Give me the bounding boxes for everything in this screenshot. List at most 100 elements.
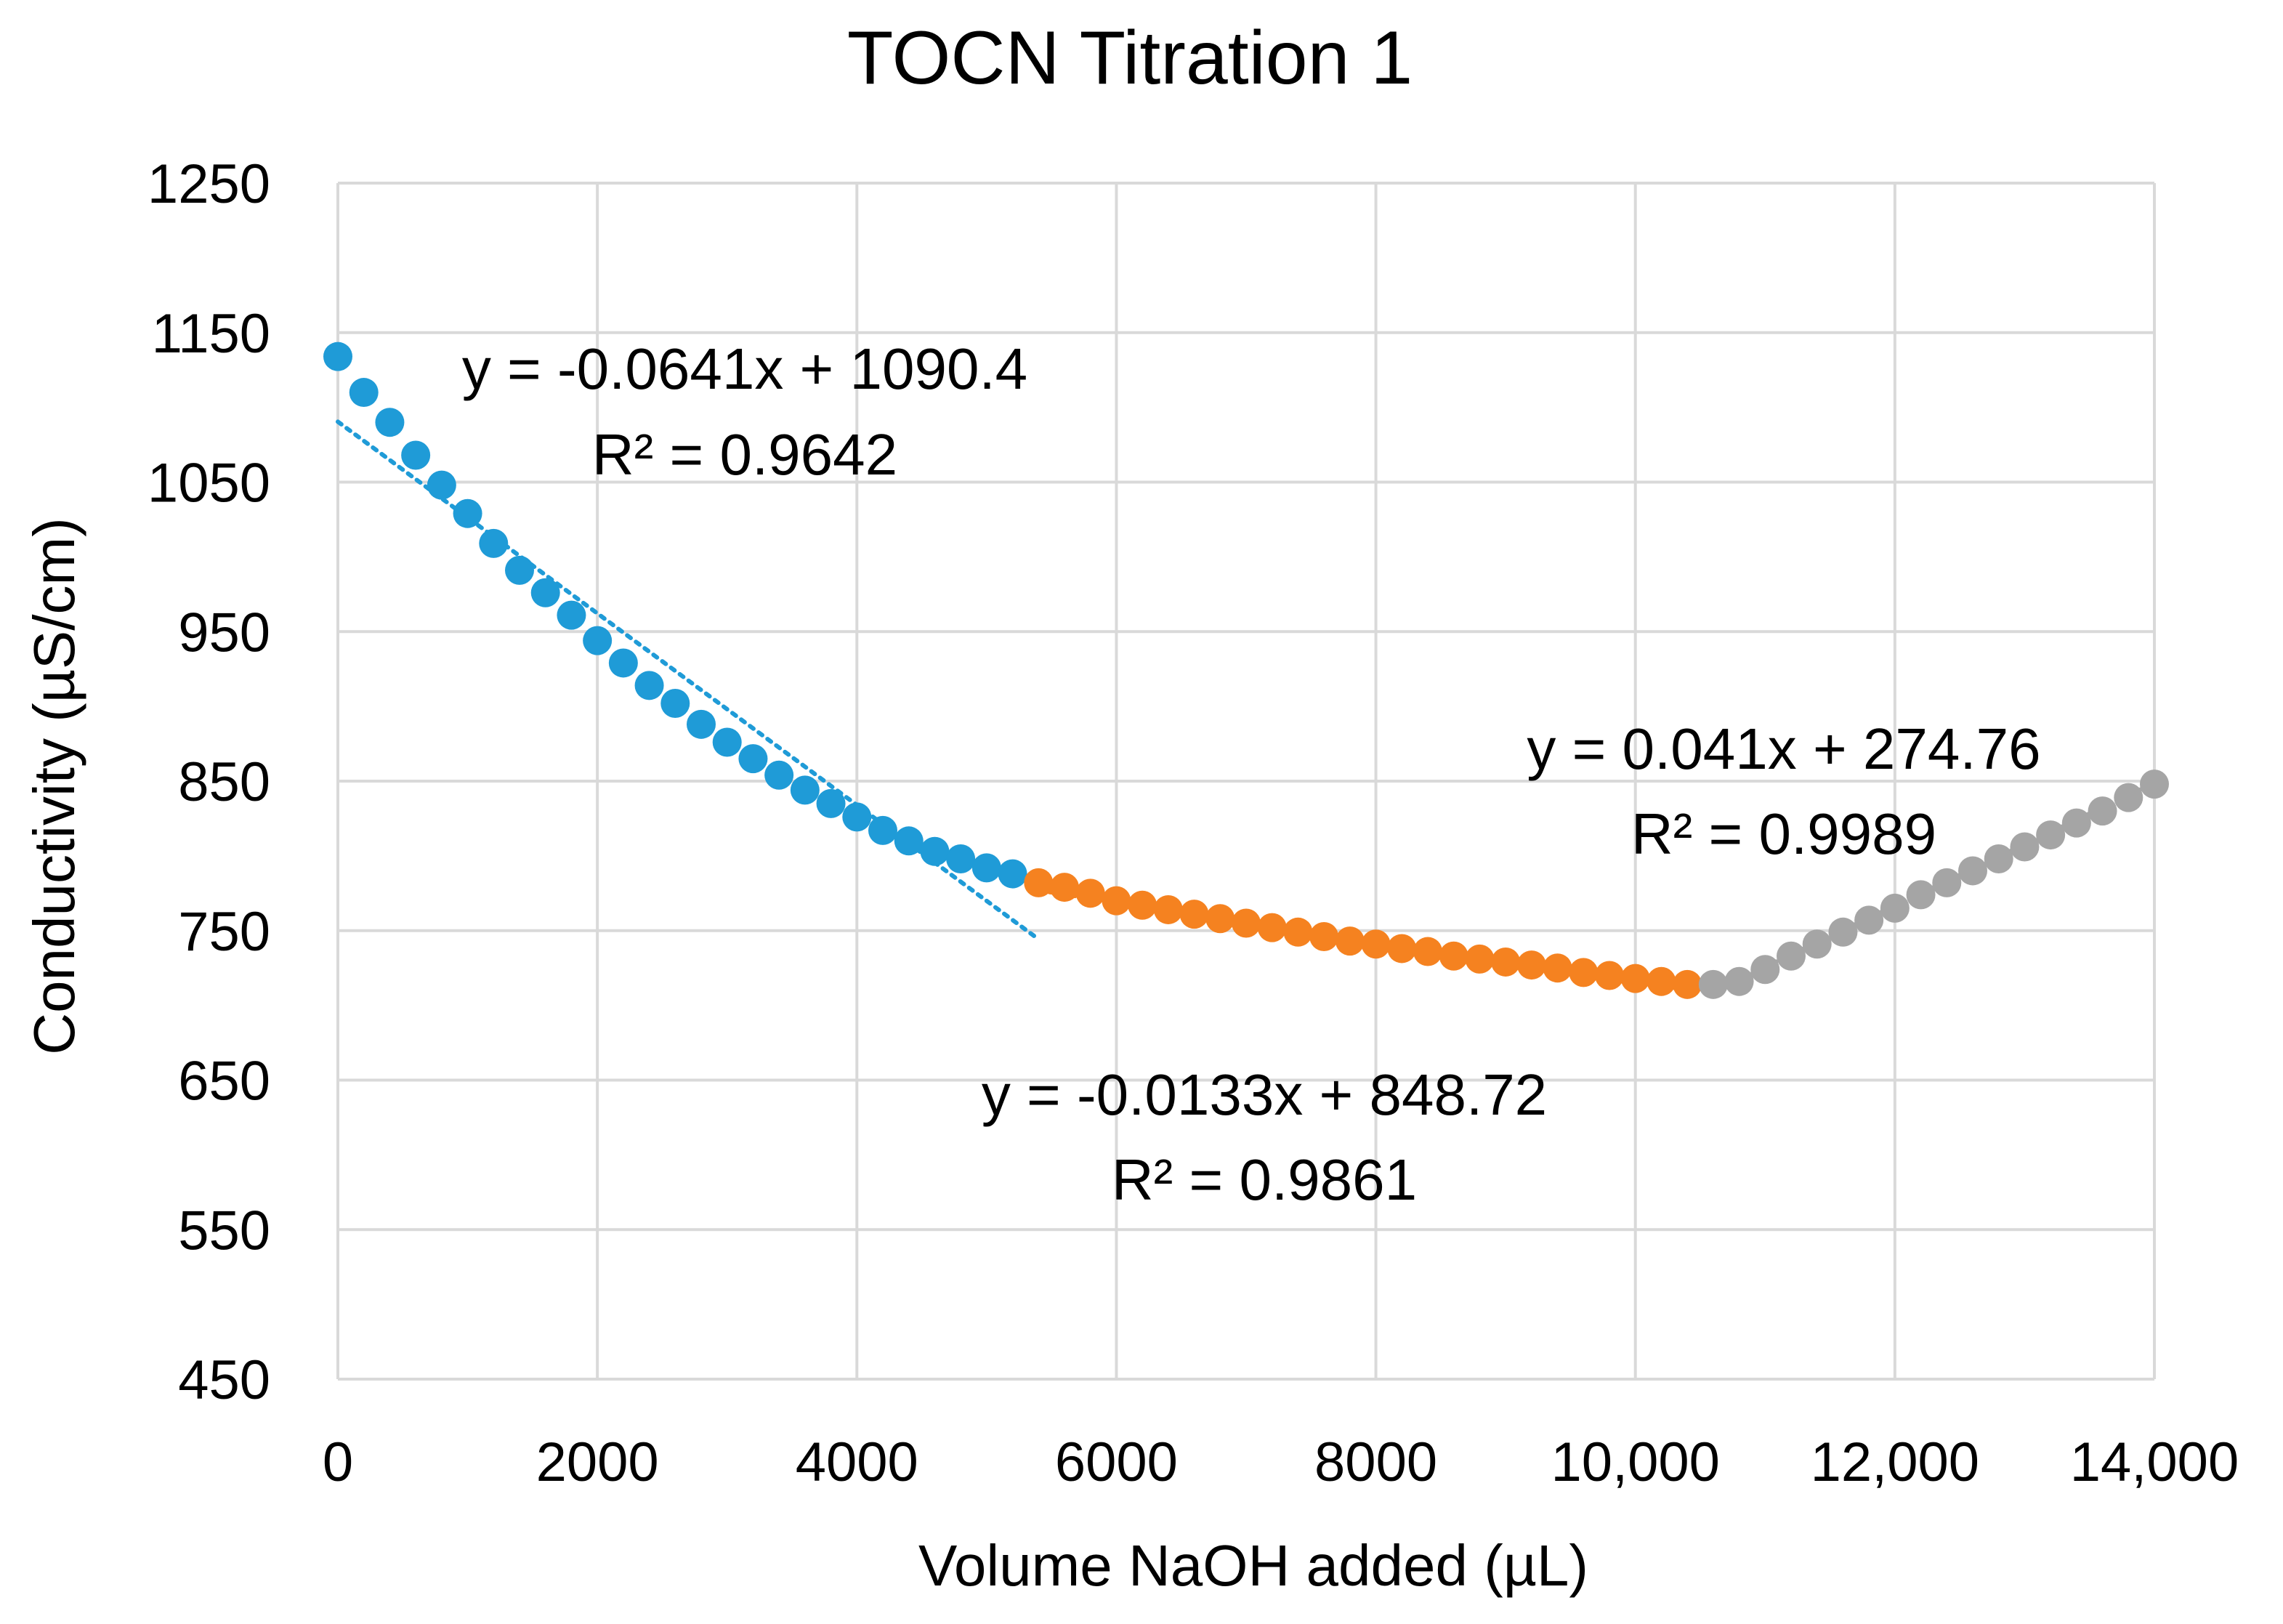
- series-3-point: [1958, 856, 1987, 886]
- series-1-point: [868, 815, 897, 845]
- x-tick-label: 12,000: [1811, 1431, 1979, 1493]
- series-2-point: [1569, 958, 1599, 987]
- trendline-2-equation: y = -0.0133x + 848.72: [982, 1062, 1547, 1127]
- series-1-point: [920, 836, 950, 866]
- y-tick-label: 650: [178, 1051, 270, 1112]
- series-3-point: [1698, 969, 1728, 999]
- series-1-point: [375, 408, 405, 437]
- x-tick-label: 4000: [796, 1431, 918, 1493]
- series-1-point: [427, 470, 456, 500]
- series-2-point: [1153, 894, 1183, 924]
- series-3-point: [2036, 820, 2066, 850]
- series-3-point: [1906, 880, 1936, 910]
- x-tick-label: 10,000: [1551, 1431, 1719, 1493]
- series-2-point: [1595, 961, 1624, 990]
- series-1-point: [453, 498, 482, 528]
- series-3-point: [1854, 905, 1884, 935]
- series-1-point: [764, 760, 794, 790]
- series-3-point: [1777, 941, 1806, 971]
- series-3-point: [2088, 796, 2117, 826]
- series-3-point: [2114, 783, 2143, 812]
- series-2-point: [1309, 921, 1339, 951]
- series-1-point: [557, 600, 586, 630]
- series-1-point: [712, 727, 742, 757]
- y-tick-label: 550: [178, 1200, 270, 1261]
- series-1-point: [842, 802, 872, 832]
- series-3-point: [2140, 769, 2169, 799]
- trendline-2-label: y = -0.0133x + 848.72 R² = 0.9861: [982, 1062, 1547, 1212]
- trendline-3-equation: y = 0.041x + 274.76: [1527, 716, 2040, 781]
- y-tick-label: 1250: [148, 153, 270, 215]
- x-tick-label: 14,000: [2070, 1431, 2239, 1493]
- series-1-point: [608, 648, 638, 678]
- x-tick-labels: 0 2000 4000 6000 8000 10,000 12,000 14,000: [323, 1431, 2239, 1493]
- series-1-point: [738, 744, 768, 774]
- series-2-point: [1491, 947, 1521, 977]
- trendline-2-r2: R² = 0.9861: [1112, 1147, 1417, 1212]
- series-3-point: [1932, 868, 1962, 897]
- series-3-point: [1724, 966, 1754, 996]
- data-points: [323, 342, 2169, 999]
- series-1-point: [634, 671, 664, 700]
- series-2-point: [1075, 878, 1105, 908]
- series-3-point: [2010, 832, 2040, 862]
- y-tick-label: 850: [178, 751, 270, 813]
- y-tick-label: 450: [178, 1349, 270, 1411]
- series-3-point: [1802, 929, 1832, 959]
- grid: [336, 182, 2156, 1381]
- series-1-point: [687, 709, 716, 739]
- series-1-point: [530, 578, 560, 607]
- series-1-point: [971, 853, 1001, 883]
- series-1-point: [479, 528, 509, 558]
- series-2-point: [1335, 926, 1365, 956]
- series-1-point: [349, 378, 379, 408]
- series-1-point: [816, 788, 846, 818]
- series-1-point: [583, 626, 613, 655]
- series-1-point: [894, 826, 924, 856]
- x-axis-title: Volume NaOH added (µL): [918, 1533, 1588, 1598]
- trendline-1-label: y = -0.0641x + 1090.4 R² = 0.9642: [462, 336, 1027, 487]
- y-tick-label: 1050: [148, 453, 270, 514]
- series-2-point: [1179, 900, 1209, 929]
- series-1-point: [660, 689, 690, 719]
- y-axis-title: Conductivity (µS/cm): [22, 517, 86, 1055]
- series-2-point: [1646, 966, 1676, 996]
- series-1-point: [401, 440, 431, 470]
- series-2-point: [1024, 868, 1054, 897]
- chart-title: TOCN Titration 1: [847, 16, 1413, 100]
- series-2-point: [1516, 950, 1546, 980]
- series-2-point: [1387, 934, 1417, 964]
- series-3-point: [2061, 808, 2091, 838]
- trendline-1-r2: R² = 0.9642: [592, 422, 897, 487]
- y-tick-label: 950: [178, 602, 270, 663]
- series-3-point: [1750, 955, 1780, 985]
- x-tick-label: 8000: [1314, 1431, 1437, 1493]
- series-1-point: [790, 775, 820, 805]
- trendline-3-r2: R² = 0.9989: [1631, 801, 1936, 866]
- y-tick-labels: 450 550 650 750 850 950 1050 1150 1250: [148, 153, 270, 1411]
- x-tick-label: 0: [323, 1431, 353, 1493]
- series-2-point: [1050, 873, 1079, 902]
- series-2-point: [1283, 917, 1313, 947]
- series-2-point: [1543, 953, 1572, 983]
- series-2-point: [1102, 886, 1131, 916]
- series-3-point: [1984, 844, 2013, 873]
- series-3-point: [1828, 917, 1858, 947]
- series-2-point: [1361, 929, 1391, 959]
- series-2-point: [1673, 969, 1702, 999]
- x-tick-label: 2000: [536, 1431, 659, 1493]
- series-1-point: [998, 859, 1027, 889]
- series-2-point: [1413, 937, 1442, 966]
- x-tick-label: 6000: [1055, 1431, 1178, 1493]
- series-1-point: [323, 342, 352, 371]
- series-2-point: [1257, 913, 1287, 942]
- series-2-point: [1465, 944, 1495, 974]
- y-tick-label: 750: [178, 901, 270, 963]
- series-2-point: [1620, 964, 1650, 993]
- trendline-3-label: y = 0.041x + 274.76 R² = 0.9989: [1527, 716, 2040, 866]
- series-1-point: [505, 555, 534, 585]
- series-1-point: [946, 844, 976, 873]
- series-2-point: [1232, 908, 1261, 938]
